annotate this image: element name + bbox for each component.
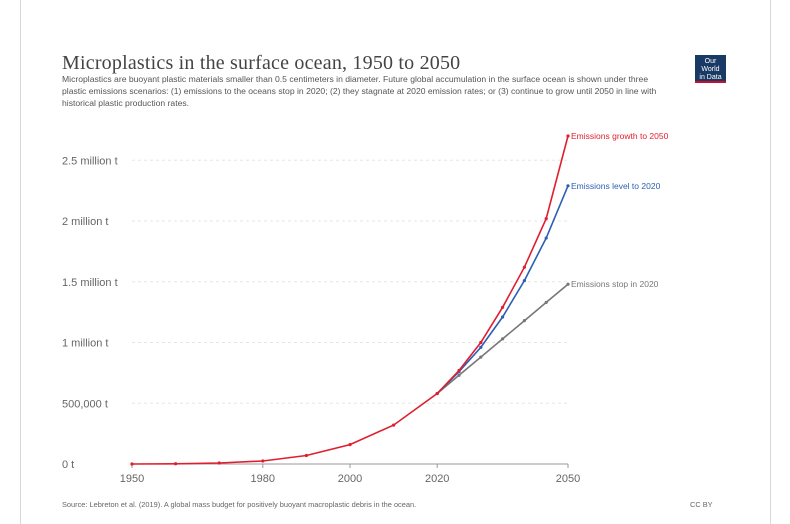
y-tick-labels: 0 t 500,000 t 1 million t 1.5 million t 2 mi…	[62, 155, 118, 471]
y-tick-label: 2.5 million t	[62, 155, 118, 167]
series-point-1	[566, 184, 570, 188]
y-tick-label: 0 t	[62, 459, 74, 471]
series-point-0	[261, 459, 265, 463]
series-line-1	[436, 185, 569, 395]
series-point-2	[544, 300, 548, 305]
series-point-0	[435, 391, 439, 396]
series-point-1	[544, 236, 548, 240]
series-labels: Emissions growth to 2050 Emissions level …	[571, 131, 669, 289]
series-point-2	[457, 373, 461, 377]
source-note: Source: Lebreton et al. (2019). A global…	[62, 500, 417, 509]
logo-line2: in Data	[699, 74, 722, 81]
logo-accent-bar	[695, 81, 726, 83]
x-tick-label: 1980	[251, 473, 275, 485]
frame-border-left	[20, 0, 21, 524]
x-tick-labels: 1950 1980 2000 2020 2050	[120, 473, 580, 485]
series-point-0	[544, 217, 548, 221]
frame-border-right	[770, 0, 771, 524]
series-point-0	[457, 368, 461, 373]
series-line-0	[131, 135, 569, 465]
series-label-0: Emissions growth to 2050	[571, 131, 669, 141]
series-point-1	[501, 315, 505, 319]
x-tick-label: 2020	[425, 473, 449, 485]
series-point-0	[217, 461, 221, 465]
series-point-0	[522, 265, 527, 269]
y-tick-label: 500,000 t	[62, 398, 108, 410]
y-tick-label: 1 million t	[62, 338, 108, 350]
series-point-1	[522, 278, 527, 283]
owid-logo[interactable]: Our World in Data	[695, 55, 726, 81]
x-tick-label: 1950	[120, 473, 144, 485]
series-point-0	[304, 453, 308, 458]
series-label-2: Emissions stop in 2020	[571, 279, 659, 289]
y-tick-label: 1.5 million t	[62, 277, 118, 289]
series-point-2	[522, 319, 527, 323]
series-point-0	[501, 305, 505, 309]
series-point-2	[479, 355, 483, 359]
series-point-0	[392, 423, 396, 427]
series-label-1: Emissions level to 2020	[571, 181, 661, 191]
series-point-0	[566, 134, 570, 138]
series-point-0	[174, 462, 178, 466]
x-tick-label: 2000	[338, 473, 362, 485]
series-point-0	[479, 340, 483, 345]
series-point-0	[130, 462, 134, 466]
license-link[interactable]: CC BY	[690, 500, 713, 509]
logo-line1: Our World	[701, 58, 720, 73]
chart-subtitle: Microplastics are buoyant plastic materi…	[62, 74, 657, 108]
series-point-0	[348, 442, 352, 447]
series-lines	[130, 134, 570, 466]
series-point-2	[501, 337, 505, 341]
chart-title: Microplastics in the surface ocean, 1950…	[62, 52, 461, 74]
y-tick-label: 2 million t	[62, 216, 108, 228]
series-point-1	[479, 345, 483, 349]
x-tick-label: 2050	[556, 473, 580, 485]
grid-lines	[131, 159, 569, 468]
series-point-2	[566, 282, 570, 286]
